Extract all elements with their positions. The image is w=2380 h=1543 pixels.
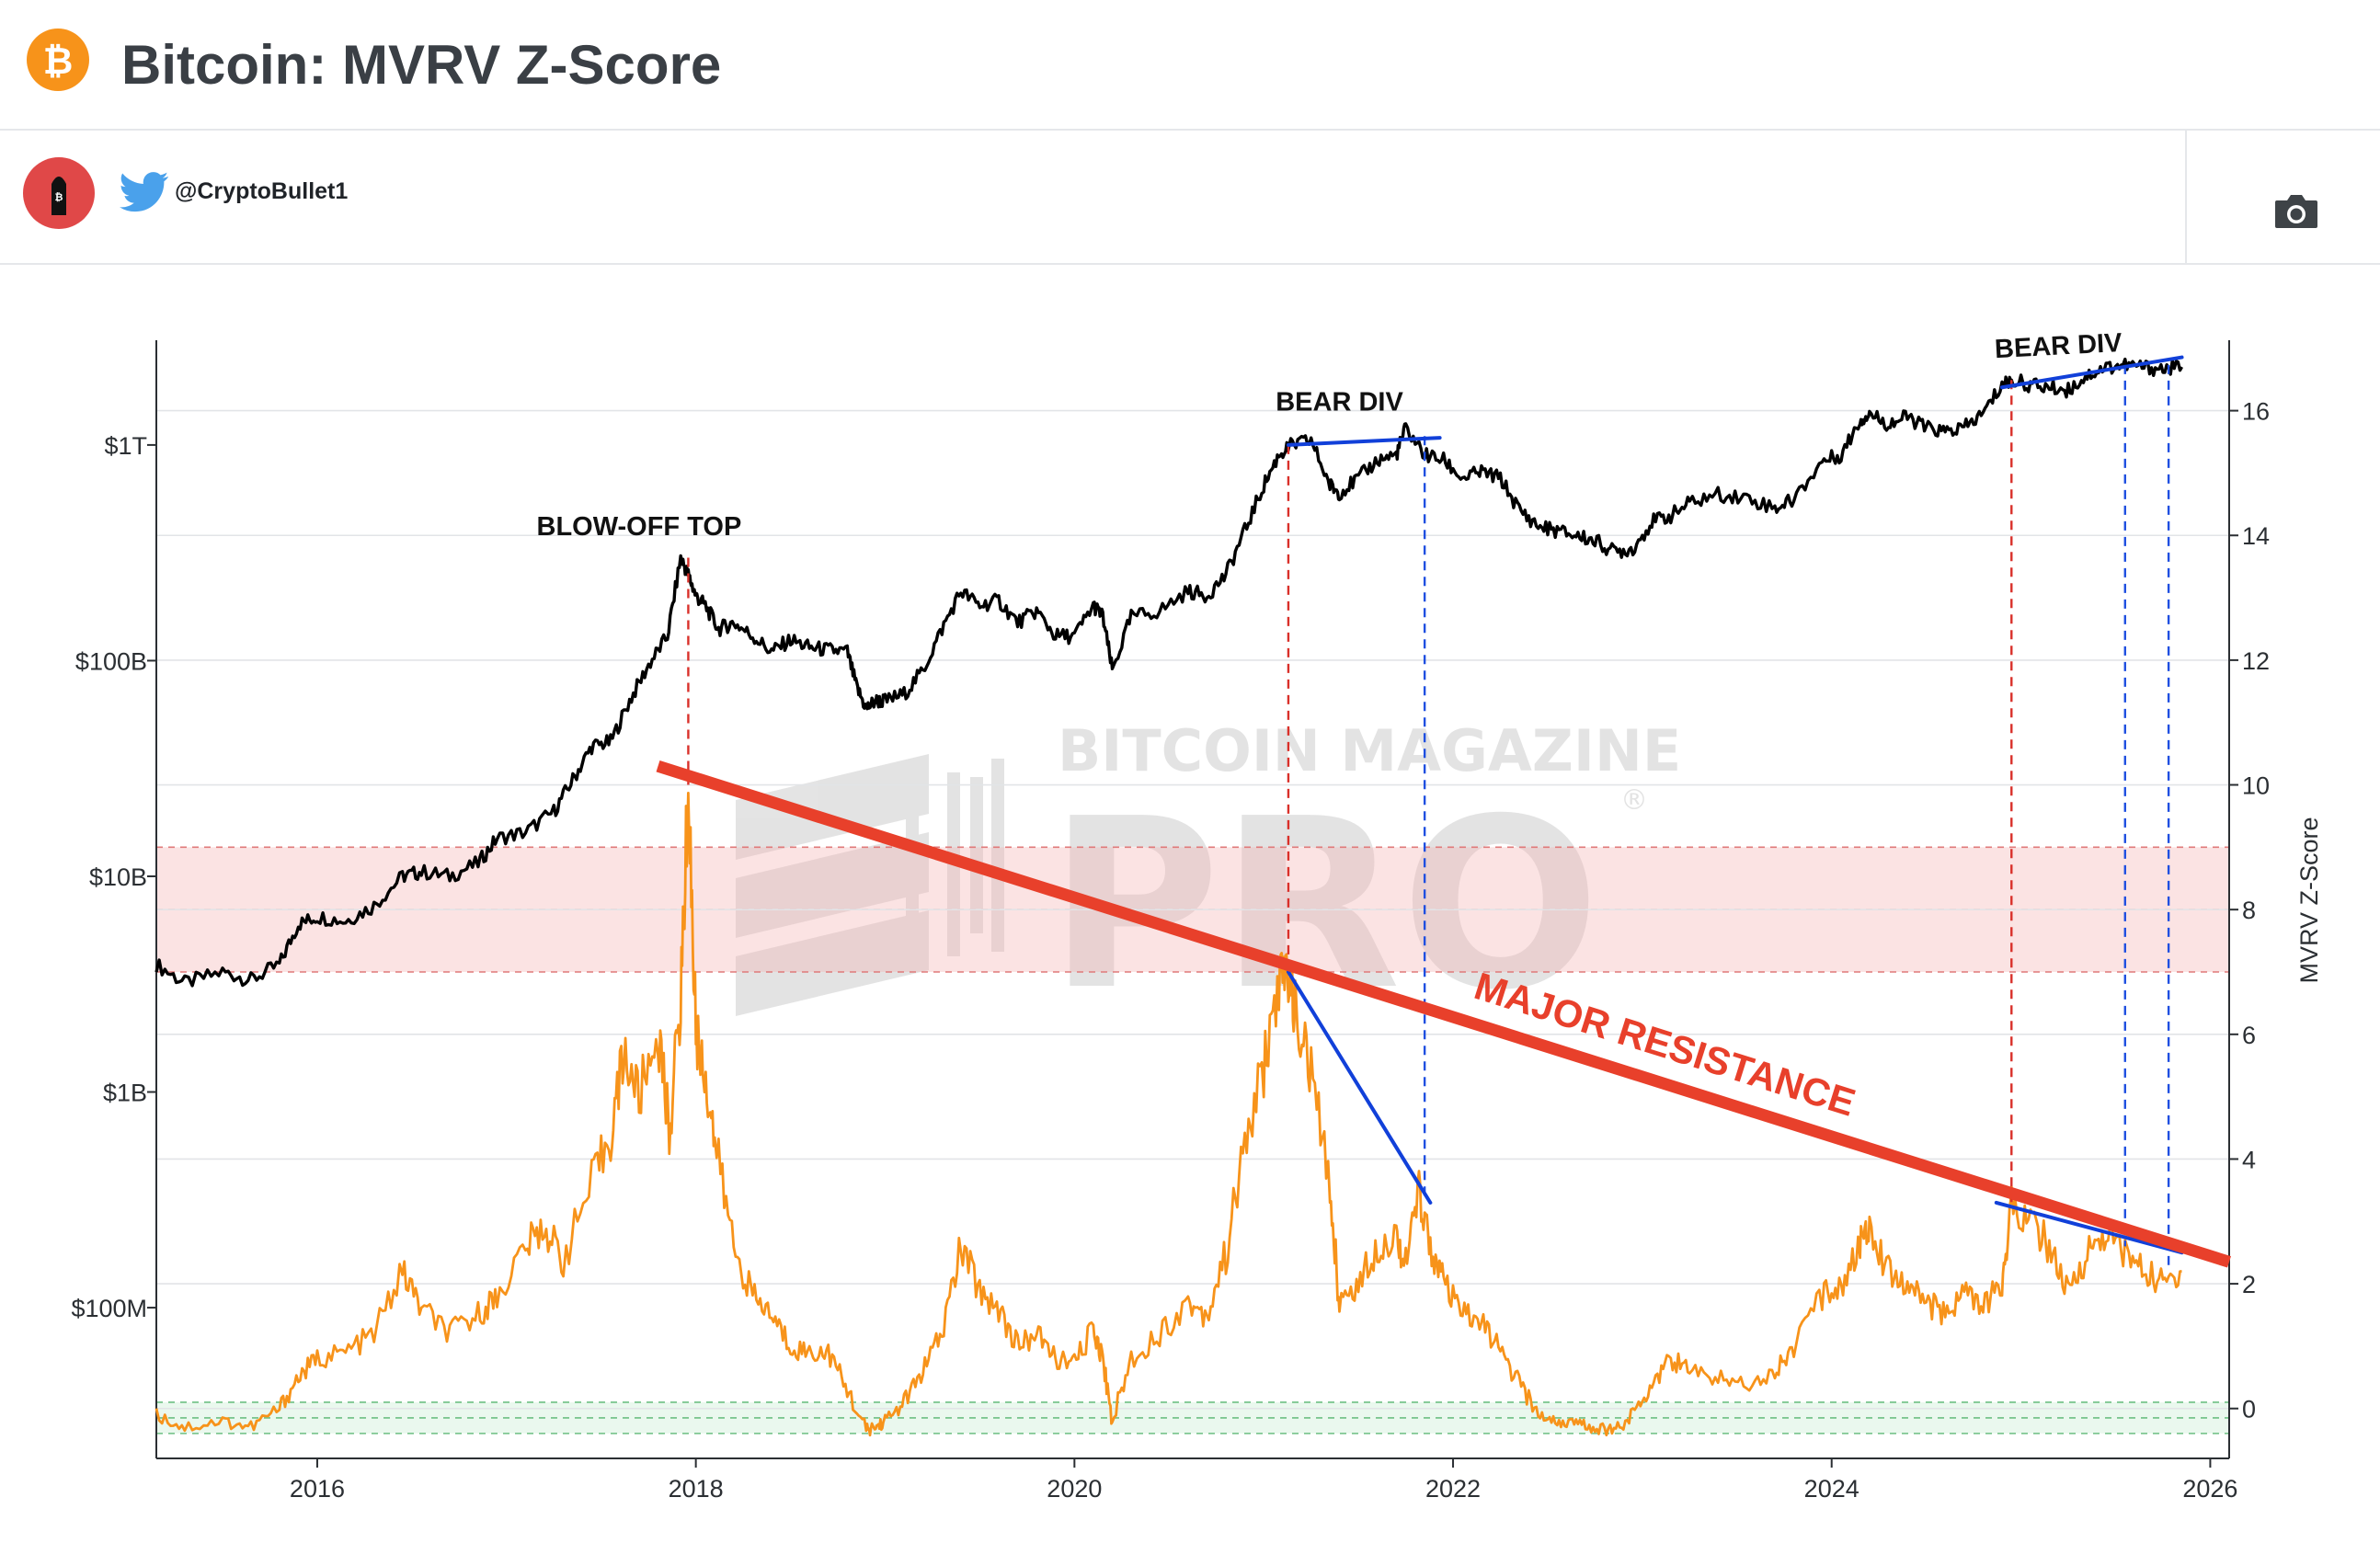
x-tick-label: 2024	[1804, 1475, 1859, 1503]
bitcoin-magazine-logo-icon	[736, 754, 1004, 1016]
right-tick-label: 16	[2242, 398, 2270, 426]
crypto-bullet-avatar-icon: ₿	[23, 157, 95, 229]
watermark-line2: PRO	[1048, 769, 1600, 1042]
x-tick-label: 2022	[1425, 1475, 1481, 1503]
left-tick-label: $1B	[103, 1080, 147, 1107]
bear-div-label: BEAR DIV	[1276, 388, 1403, 417]
bear-div-label: BEAR DIV	[1994, 328, 2123, 364]
author-bar: ₿ @CryptoBullet1	[0, 131, 2380, 265]
mvrv-chart: BITCOIN MAGAZINE PRO ® 0 2 4 6 8 10 12 14 16 $100…	[71, 328, 2323, 1503]
toolbar-divider	[2185, 131, 2187, 263]
right-tick-label: 6	[2242, 1022, 2256, 1049]
watermark-registered: ®	[1620, 784, 1648, 817]
left-tick-label: $10B	[89, 863, 147, 891]
bear-divergence-line	[1994, 1200, 2184, 1255]
blow-off-top-label: BLOW-OFF TOP	[537, 512, 742, 542]
left-tick-label: $100B	[75, 647, 147, 675]
right-tick-label: 8	[2242, 897, 2256, 924]
right-axis-title: MVRV Z-Score	[2295, 817, 2323, 983]
bear-divergence-line	[1286, 436, 1442, 447]
left-tick-label: $100M	[71, 1295, 147, 1322]
bitcoin-logo-icon: ₿	[27, 29, 89, 91]
svg-text:₿: ₿	[55, 191, 63, 203]
right-tick-label: 0	[2242, 1396, 2256, 1423]
left-tick-label: $1T	[104, 432, 147, 460]
watermark-line1: BITCOIN MAGAZINE	[1058, 717, 1681, 784]
mvrv-zscore-line	[154, 792, 2182, 1437]
x-tick-label: 2016	[290, 1475, 345, 1503]
right-tick-label: 2	[2242, 1271, 2256, 1298]
bear-divergence-line	[1286, 969, 1433, 1205]
svg-text:₿: ₿	[43, 40, 74, 83]
twitter-bird-icon	[120, 172, 169, 212]
bear-divergence-line	[1999, 355, 2184, 390]
page-title: Bitcoin: MVRV Z-Score	[121, 34, 722, 96]
right-tick-label: 14	[2242, 522, 2270, 550]
header-bar: ₿ Bitcoin: MVRV Z-Score	[0, 0, 2380, 131]
x-tick-label: 2018	[669, 1475, 724, 1503]
right-tick-label: 10	[2242, 772, 2270, 800]
right-tick-label: 12	[2242, 647, 2270, 675]
watermark: BITCOIN MAGAZINE PRO ®	[736, 717, 1681, 1042]
x-tick-label: 2020	[1047, 1475, 1102, 1503]
camera-icon[interactable]	[2273, 191, 2319, 230]
right-tick-label: 4	[2242, 1146, 2256, 1173]
market-cap-line	[154, 357, 2183, 988]
x-tick-label: 2026	[2182, 1475, 2237, 1503]
twitter-handle[interactable]: @CryptoBullet1	[175, 178, 349, 204]
major-resistance-line	[656, 760, 2231, 1268]
